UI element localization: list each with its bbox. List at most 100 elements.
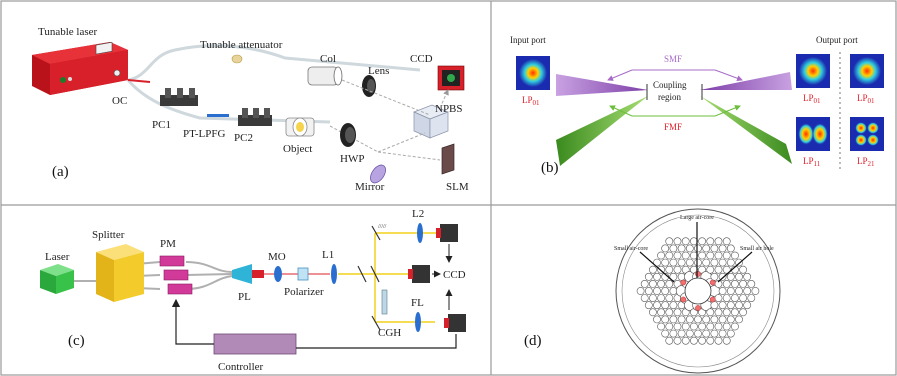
air-hole: [698, 237, 706, 246]
label-region: region: [658, 92, 681, 102]
panel-tag-c: (c): [68, 333, 85, 349]
polarization-controller-2: [238, 108, 272, 126]
label-controller: Controller: [218, 361, 264, 373]
laser-output: [127, 79, 151, 83]
ccd-camera-a: [437, 65, 465, 91]
lens-fl: [415, 312, 421, 332]
air-hole: [722, 294, 731, 302]
air-hole: [681, 251, 690, 260]
laser-source-c: [40, 264, 74, 294]
air-hole: [694, 329, 702, 338]
air-hole: [726, 315, 735, 324]
air-hole: [735, 315, 743, 324]
fmf-arrow-left: [609, 105, 633, 117]
fmf-right-cone: [700, 96, 792, 164]
air-hole: [710, 301, 719, 310]
air-hole: [685, 244, 694, 253]
panel-tag-a: (a): [52, 164, 69, 180]
air-hole: [677, 244, 686, 253]
lp-sub: 01: [814, 97, 822, 105]
fiber-pm-pl: [185, 261, 233, 290]
label-polarizer: Polarizer: [284, 286, 324, 298]
label-hwp: HWP: [340, 153, 364, 165]
air-hole: [673, 265, 682, 274]
label-output-lp01-a: LP01: [803, 93, 821, 105]
air-hole: [718, 287, 727, 295]
air-hole: [718, 244, 727, 253]
air-hole: [722, 251, 731, 260]
air-hole: [669, 244, 678, 253]
air-hole: [722, 336, 731, 345]
controller-box: [213, 333, 297, 355]
lp21-lobe-3: [855, 134, 867, 146]
label-laser-c: Laser: [45, 251, 70, 263]
label-pc1: PC1: [152, 119, 171, 131]
air-hole: [702, 315, 711, 324]
air-hole: [743, 272, 752, 281]
half-wave-plate: [340, 123, 356, 147]
label-lens: Lens: [368, 65, 389, 77]
lp21-lobe-2: [867, 122, 879, 134]
small-air-core: [680, 279, 687, 286]
beam-npbs-ccd: [439, 89, 449, 109]
label-oc: OC: [112, 95, 127, 107]
air-hole: [673, 237, 682, 246]
air-hole: [669, 272, 678, 281]
label-coupling: Coupling: [653, 80, 687, 90]
air-hole: [681, 322, 690, 331]
beam-col-npbs: [341, 79, 431, 116]
label-small-air-core: Small air-core: [614, 246, 648, 252]
air-hole: [657, 322, 665, 331]
splitter-block: [96, 244, 144, 302]
air-hole: [665, 308, 674, 317]
output-spot-lp01-b: [853, 57, 881, 85]
air-hole: [739, 279, 747, 288]
label-fl: FL: [411, 297, 424, 309]
small-air-core: [695, 305, 701, 311]
air-hole: [726, 301, 735, 310]
air-hole: [661, 329, 670, 338]
feedback-line-right: [296, 334, 457, 349]
label-small-air-hole: Small air hole: [740, 246, 774, 252]
air-hole: [731, 322, 739, 331]
phase-modulators: [159, 255, 193, 295]
air-hole: [718, 329, 727, 338]
small-air-cores: [680, 271, 716, 311]
label-mirror: Mirror: [355, 181, 385, 193]
label-npbs: NPBS: [435, 103, 463, 115]
output-mode-lp21: [850, 117, 884, 151]
air-hole: [731, 279, 739, 288]
input-mode-spot: [519, 59, 547, 87]
small-air-core: [709, 296, 716, 303]
air-hole: [653, 315, 661, 324]
air-hole: [710, 272, 719, 281]
air-hole: [739, 265, 747, 274]
smf-right-cone: [700, 72, 792, 90]
label-output-lp01-b: LP01: [857, 93, 875, 105]
air-hole: [649, 279, 657, 288]
air-hole-lattice: [636, 237, 760, 345]
air-hole: [722, 279, 731, 288]
air-hole: [706, 237, 715, 246]
polarizer: [297, 267, 309, 281]
label-mo: MO: [268, 251, 286, 263]
air-hole: [657, 308, 665, 317]
air-hole: [640, 294, 649, 302]
air-hole: [644, 272, 653, 281]
air-hole: [714, 237, 723, 246]
label-large-air-core: Large air-core: [680, 215, 714, 221]
lp21-lobe-1: [855, 122, 867, 134]
air-hole: [698, 322, 706, 331]
label-tunable-attenuator: Tunable attenuator: [200, 39, 283, 51]
label-input-lp01: LP01: [522, 95, 540, 107]
smf-arrow-left: [607, 69, 633, 81]
air-hole: [649, 308, 657, 317]
air-hole: [706, 322, 715, 331]
air-hole: [702, 258, 711, 267]
air-hole: [649, 294, 657, 302]
lp-sub: 01: [533, 99, 541, 107]
small-air-core: [709, 279, 716, 286]
air-hole: [681, 237, 690, 246]
